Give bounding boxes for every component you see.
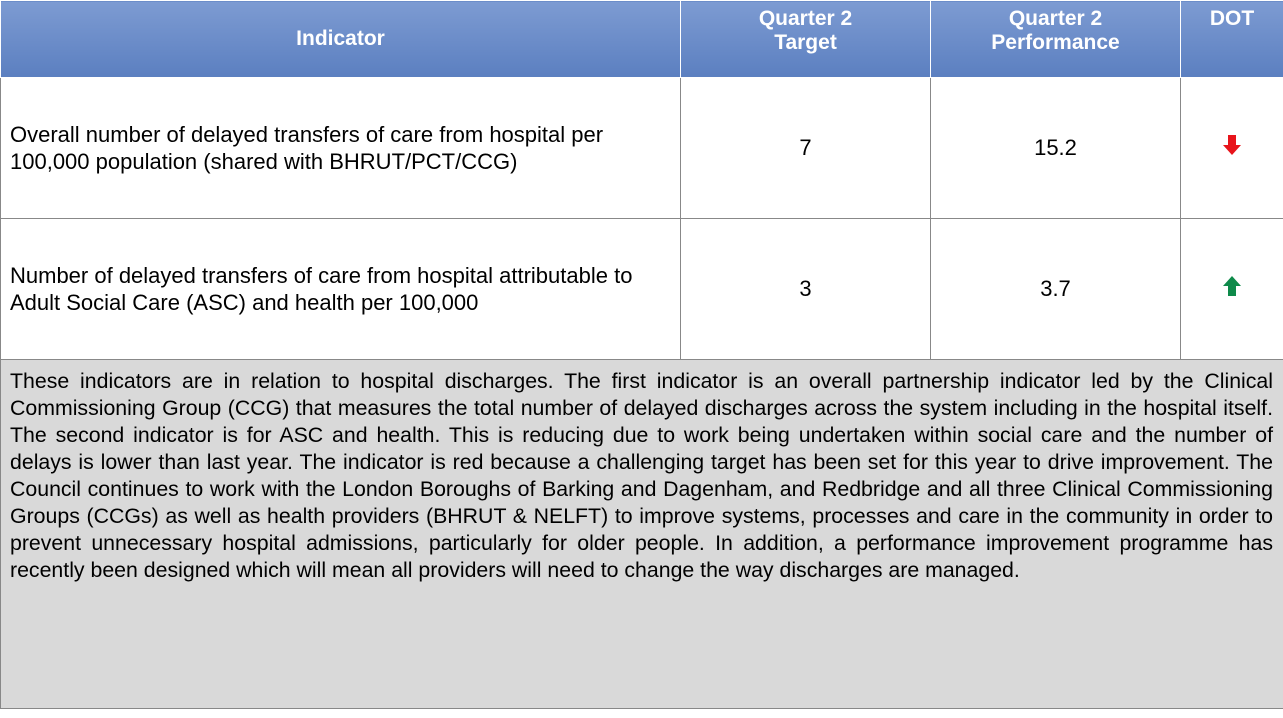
dot-cell [1180,218,1283,360]
performance-cell: 3.7 [930,218,1181,360]
target-cell: 3 [680,218,931,360]
data-row: Number of delayed transfers of care from… [0,218,1283,360]
header-cell: Indicator [0,0,681,78]
header-row: Indicator Quarter 2 Target Quarter 2 Per… [0,0,1283,78]
data-row: Overall number of delayed transfers of c… [0,77,1283,219]
note-row: These indicators are in relation to hosp… [0,359,1283,709]
header-text: DOT [1209,7,1255,30]
performance-cell: 15.2 [930,77,1181,219]
header-text: Quarter 2 Performance [991,7,1120,54]
indicator-cell: Number of delayed transfers of care from… [0,218,681,360]
indicator-cell: Overall number of delayed transfers of c… [0,77,681,219]
header-text: Quarter 2 Target [758,7,853,54]
header-cell: DOT [1180,0,1283,78]
up-arrow [1223,276,1241,296]
header-cell: Quarter 2 Target [680,0,931,78]
target-cell: 7 [680,77,931,219]
down-arrow [1223,135,1241,155]
header-cell: Quarter 2 Performance [930,0,1181,78]
dot-cell [1180,77,1283,219]
header-text: Indicator [296,27,385,50]
note-cell: These indicators are in relation to hosp… [0,359,1283,709]
